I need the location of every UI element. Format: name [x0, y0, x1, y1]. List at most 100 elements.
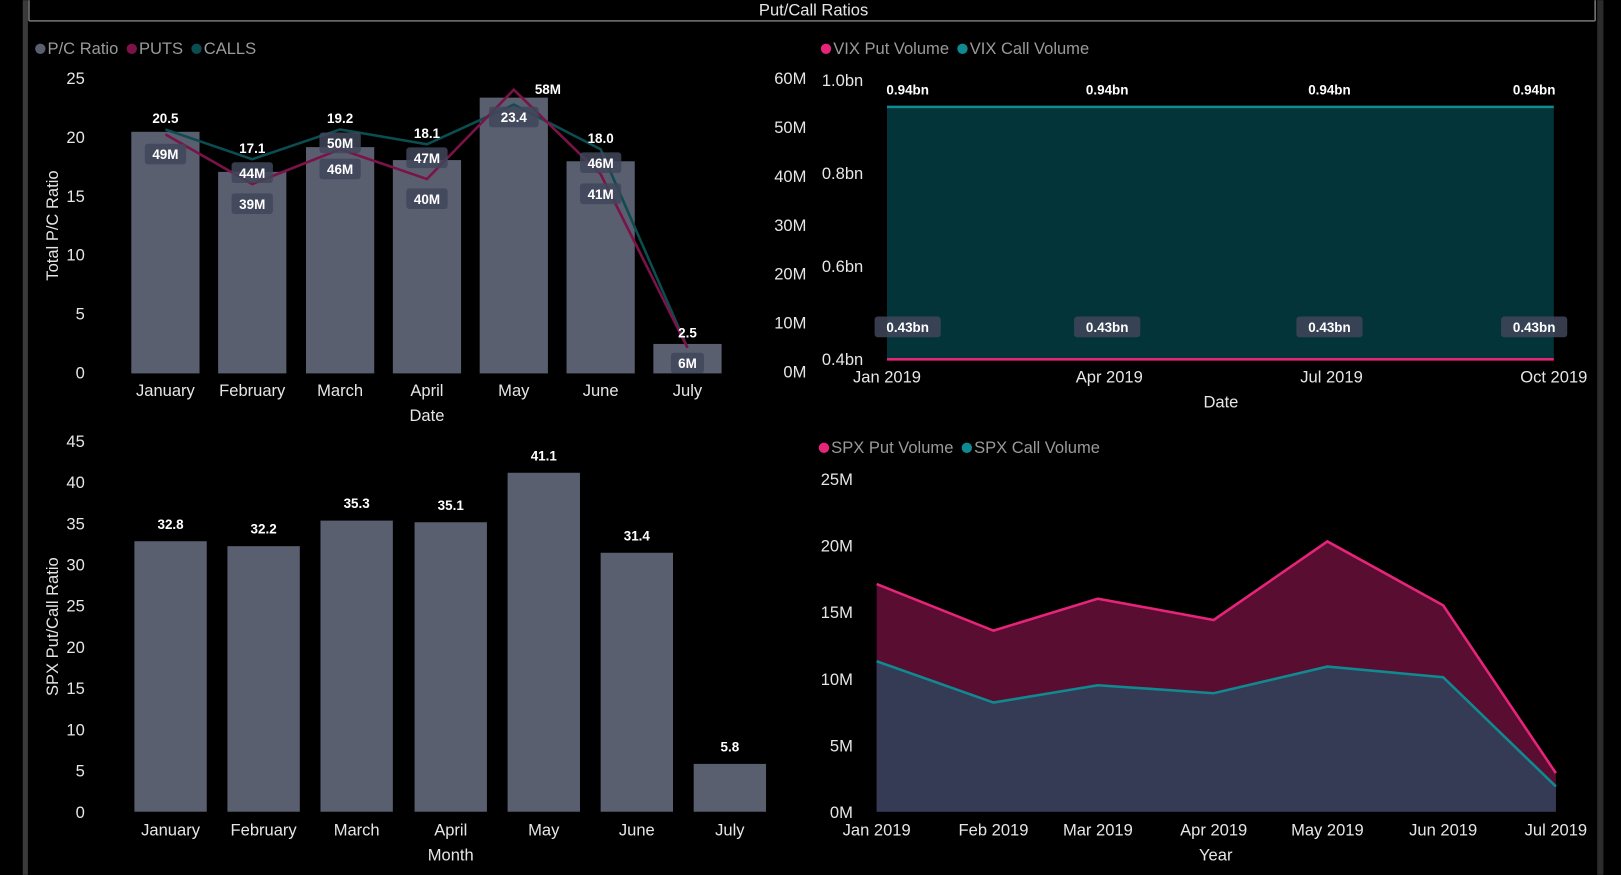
- y-tick-label-left: 20M: [774, 265, 806, 284]
- x-tick-label: May 2019: [1291, 821, 1364, 840]
- bar: [693, 763, 767, 812]
- y-tick-label-right: 0.4bn: [822, 350, 863, 369]
- calls-line: [164, 103, 689, 349]
- pc-ratio-chart: P/C Ratio PUTS CALLS 0 5 10 15 20 25 Total P/C Ra…: [35, 39, 722, 425]
- ratio-label: 20.5: [152, 111, 179, 126]
- x-axis-title: Date: [409, 406, 444, 425]
- call-volume-line: [876, 660, 1557, 788]
- legend-item[interactable]: SPX Call Volume: [974, 438, 1100, 457]
- data-label-box: [1296, 316, 1363, 338]
- data-label-box: [579, 183, 622, 205]
- legend-marker-0: [818, 442, 830, 454]
- y-tick-label: 20: [66, 128, 84, 147]
- data-label: 44M: [239, 166, 265, 181]
- data-label: 40M: [414, 192, 440, 207]
- y-tick-label: 25: [66, 69, 84, 88]
- legend-marker-1: [126, 43, 137, 54]
- y-tick-label: 25M: [821, 470, 853, 489]
- y-tick-label: 15: [66, 679, 84, 698]
- data-label: 32.8: [158, 517, 185, 532]
- y-tick-label: 15M: [821, 603, 853, 622]
- x-tick-label: Jun 2019: [1409, 821, 1477, 840]
- y-tick-label: 5M: [830, 736, 853, 755]
- y-axis-title: Total P/C Ratio: [43, 170, 62, 280]
- right-scrollbar[interactable]: [1597, 0, 1604, 875]
- data-label-box: [1501, 316, 1568, 338]
- data-label-box: [406, 188, 448, 210]
- data-label: 32.2: [251, 522, 277, 537]
- x-tick-label: Feb 2019: [959, 821, 1029, 840]
- legend-item[interactable]: CALLS: [204, 39, 256, 58]
- ratio-label: 18.0: [588, 131, 614, 146]
- y-tick-label: 5: [76, 305, 85, 324]
- data-label: 46M: [588, 156, 614, 171]
- data-label: 35.3: [344, 496, 370, 511]
- x-tick-label: Oct 2019: [1520, 368, 1587, 387]
- legend-item[interactable]: SPX Put Volume: [831, 438, 953, 457]
- data-label: 39M: [239, 197, 265, 212]
- x-tick-label: May: [498, 381, 530, 400]
- x-tick-label: January: [136, 381, 196, 400]
- y-tick-label: 40: [66, 473, 84, 492]
- legend-item[interactable]: PUTS: [139, 39, 183, 58]
- legend-item[interactable]: VIX Put Volume: [833, 39, 949, 58]
- bar: [600, 552, 674, 812]
- x-tick-label: June: [583, 381, 619, 400]
- y-tick-label: 0: [76, 803, 85, 822]
- x-tick-label: June: [619, 821, 655, 840]
- x-tick-label: May: [528, 821, 560, 840]
- data-label-box: [1074, 316, 1141, 338]
- y-tick-label-right: 0.6bn: [822, 257, 863, 276]
- data-label: 49M: [152, 147, 178, 162]
- bar: [414, 522, 487, 812]
- left-frame-bar: [22, 0, 28, 875]
- data-label: 46M: [327, 162, 353, 177]
- bar: [479, 97, 548, 374]
- legend-item[interactable]: VIX Call Volume: [970, 39, 1089, 58]
- x-tick-label: Jul 2019: [1300, 368, 1363, 387]
- data-label: 0.43bn: [1086, 320, 1129, 335]
- data-label-box: [231, 162, 273, 183]
- x-tick-label: April: [410, 381, 443, 400]
- data-label: 0.94bn: [1513, 82, 1556, 97]
- y-tick-label-left: 40M: [774, 167, 806, 186]
- data-label: 0.43bn: [1308, 320, 1351, 335]
- x-axis-title: Year: [1199, 845, 1233, 864]
- spx-volume-chart: SPX Put Volume SPX Call Volume 0M 5M 10M 15M 2…: [818, 438, 1587, 864]
- y-tick-label: 0: [76, 364, 85, 383]
- y-tick-label-left: 0M: [783, 363, 806, 382]
- y-tick-label: 10: [66, 246, 84, 265]
- data-label: 6M: [678, 356, 697, 371]
- call-volume-area: [887, 106, 1554, 360]
- x-tick-label: April: [434, 821, 467, 840]
- x-tick-label: March: [334, 821, 380, 840]
- data-label-box: [319, 158, 361, 180]
- legend-marker-1: [957, 43, 968, 54]
- data-label-box: [319, 132, 361, 154]
- y-tick-label: 45: [66, 432, 84, 451]
- data-label: 58M: [535, 82, 561, 97]
- x-tick-label: Apr 2019: [1180, 821, 1247, 840]
- x-axis-title: Date: [1203, 393, 1238, 412]
- data-label: 31.4: [624, 528, 651, 543]
- call-volume-area: [876, 661, 1556, 812]
- y-tick-label-left: 10M: [774, 314, 806, 333]
- y-tick-label: 10: [66, 720, 84, 739]
- x-axis-title: Month: [428, 845, 474, 864]
- legend-marker-0: [820, 43, 832, 54]
- x-tick-label: January: [141, 821, 201, 840]
- y-tick-label: 10M: [821, 670, 853, 689]
- data-label-box: [579, 152, 622, 174]
- legend-item[interactable]: P/C Ratio: [48, 39, 119, 58]
- data-label: 41M: [588, 187, 614, 202]
- vix-volume-chart: VIX Put Volume VIX Call Volume 0M 10M 20M 30M…: [774, 39, 1587, 412]
- spx-ratio-chart: 0 5 10 15 20 25 30 35 40 45 SPX Put/Call Ratio 32.8…: [43, 432, 767, 864]
- put-volume-line: [876, 539, 1557, 774]
- x-tick-label: July: [673, 381, 703, 400]
- x-tick-label: February: [219, 381, 286, 400]
- data-label: 0.94bn: [886, 82, 929, 97]
- puts-line: [164, 87, 689, 349]
- x-tick-label: Jan 2019: [843, 821, 911, 840]
- y-tick-label: 5: [76, 762, 85, 781]
